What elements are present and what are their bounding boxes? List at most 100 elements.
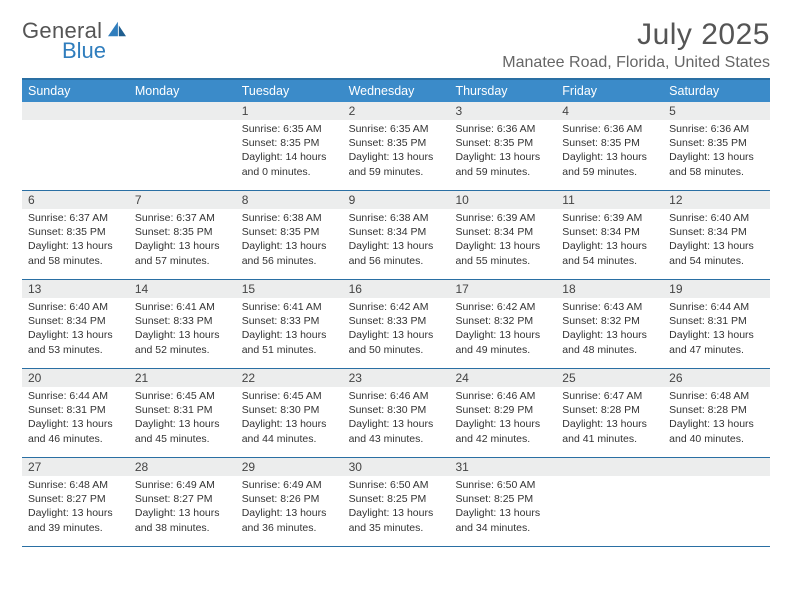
- day-content: Sunrise: 6:39 AMSunset: 8:34 PMDaylight:…: [449, 209, 556, 272]
- day-content: Sunrise: 6:44 AMSunset: 8:31 PMDaylight:…: [663, 298, 770, 361]
- day-content: Sunrise: 6:42 AMSunset: 8:32 PMDaylight:…: [449, 298, 556, 361]
- sunrise-text: Sunrise: 6:48 AM: [669, 389, 764, 403]
- sunset-text: Sunset: 8:25 PM: [455, 492, 550, 506]
- daylight-text: Daylight: 13 hours and 53 minutes.: [28, 328, 123, 356]
- daylight-text: Daylight: 13 hours and 54 minutes.: [562, 239, 657, 267]
- day-cell: 7Sunrise: 6:37 AMSunset: 8:35 PMDaylight…: [129, 191, 236, 279]
- sunrise-text: Sunrise: 6:40 AM: [669, 211, 764, 225]
- day-cell: 1Sunrise: 6:35 AMSunset: 8:35 PMDaylight…: [236, 102, 343, 190]
- sunset-text: Sunset: 8:33 PM: [349, 314, 444, 328]
- sunrise-text: Sunrise: 6:41 AM: [135, 300, 230, 314]
- day-number: 15: [236, 280, 343, 298]
- daylight-text: Daylight: 13 hours and 51 minutes.: [242, 328, 337, 356]
- day-content: Sunrise: 6:36 AMSunset: 8:35 PMDaylight:…: [449, 120, 556, 183]
- day-number: [663, 458, 770, 476]
- day-content: Sunrise: 6:45 AMSunset: 8:30 PMDaylight:…: [236, 387, 343, 450]
- daylight-text: Daylight: 13 hours and 45 minutes.: [135, 417, 230, 445]
- day-number: 6: [22, 191, 129, 209]
- daylight-text: Daylight: 13 hours and 43 minutes.: [349, 417, 444, 445]
- day-number: 8: [236, 191, 343, 209]
- day-content: Sunrise: 6:35 AMSunset: 8:35 PMDaylight:…: [236, 120, 343, 183]
- day-cell: 29Sunrise: 6:49 AMSunset: 8:26 PMDayligh…: [236, 458, 343, 546]
- sunset-text: Sunset: 8:29 PM: [455, 403, 550, 417]
- sunrise-text: Sunrise: 6:41 AM: [242, 300, 337, 314]
- sunset-text: Sunset: 8:35 PM: [562, 136, 657, 150]
- day-number: 7: [129, 191, 236, 209]
- title-block: July 2025 Manatee Road, Florida, United …: [502, 18, 770, 72]
- day-cell: 8Sunrise: 6:38 AMSunset: 8:35 PMDaylight…: [236, 191, 343, 279]
- sunset-text: Sunset: 8:31 PM: [669, 314, 764, 328]
- day-content: Sunrise: 6:40 AMSunset: 8:34 PMDaylight:…: [663, 209, 770, 272]
- daylight-text: Daylight: 13 hours and 49 minutes.: [455, 328, 550, 356]
- day-number: 9: [343, 191, 450, 209]
- day-cell: 30Sunrise: 6:50 AMSunset: 8:25 PMDayligh…: [343, 458, 450, 546]
- daylight-text: Daylight: 13 hours and 59 minutes.: [349, 150, 444, 178]
- sunset-text: Sunset: 8:35 PM: [242, 225, 337, 239]
- day-cell: 11 Sunrise: 6:39 AMSunset: 8:34 PMDayligh…: [556, 191, 663, 279]
- daylight-text: Daylight: 13 hours and 34 minutes.: [455, 506, 550, 534]
- day-number: 1: [236, 102, 343, 120]
- day-cell: 2Sunrise: 6:35 AMSunset: 8:35 PMDaylight…: [343, 102, 450, 190]
- sunset-text: Sunset: 8:28 PM: [562, 403, 657, 417]
- day-content: Sunrise: 6:36 AMSunset: 8:35 PMDaylight:…: [663, 120, 770, 183]
- daylight-text: Daylight: 13 hours and 56 minutes.: [349, 239, 444, 267]
- day-cell: 13 Sunrise: 6:40 AMSunset: 8:34 PMDayligh…: [22, 280, 129, 368]
- sunrise-text: Sunrise: 6:35 AM: [349, 122, 444, 136]
- day-number: [556, 458, 663, 476]
- daylight-text: Daylight: 13 hours and 39 minutes.: [28, 506, 123, 534]
- sunset-text: Sunset: 8:32 PM: [562, 314, 657, 328]
- day-cell: 18Sunrise: 6:43 AMSunset: 8:32 PMDayligh…: [556, 280, 663, 368]
- sunset-text: Sunset: 8:34 PM: [669, 225, 764, 239]
- weeks-container: 1Sunrise: 6:35 AMSunset: 8:35 PMDaylight…: [22, 102, 770, 547]
- day-content: Sunrise: 6:48 AMSunset: 8:28 PMDaylight:…: [663, 387, 770, 450]
- day-cell: 19Sunrise: 6:44 AMSunset: 8:31 PMDayligh…: [663, 280, 770, 368]
- week-row: 20Sunrise: 6:44 AMSunset: 8:31 PMDayligh…: [22, 368, 770, 457]
- sunrise-text: Sunrise: 6:50 AM: [455, 478, 550, 492]
- day-number: 24: [449, 369, 556, 387]
- day-number: 11: [556, 191, 663, 209]
- sunrise-text: Sunrise: 6:44 AM: [669, 300, 764, 314]
- sunset-text: Sunset: 8:25 PM: [349, 492, 444, 506]
- day-cell: 12Sunrise: 6:40 AMSunset: 8:34 PMDayligh…: [663, 191, 770, 279]
- day-number: 30: [343, 458, 450, 476]
- day-number: 22: [236, 369, 343, 387]
- day-content: Sunrise: 6:44 AMSunset: 8:31 PMDaylight:…: [22, 387, 129, 450]
- sunset-text: Sunset: 8:34 PM: [455, 225, 550, 239]
- day-number: 28: [129, 458, 236, 476]
- sunset-text: Sunset: 8:34 PM: [28, 314, 123, 328]
- day-number: 16: [343, 280, 450, 298]
- day-content: Sunrise: 6:37 AMSunset: 8:35 PMDaylight:…: [129, 209, 236, 272]
- sunrise-text: Sunrise: 6:36 AM: [455, 122, 550, 136]
- day-number: 2: [343, 102, 450, 120]
- sunrise-text: Sunrise: 6:42 AM: [455, 300, 550, 314]
- sunrise-text: Sunrise: 6:43 AM: [562, 300, 657, 314]
- header: General Blue July 2025 Manatee Road, Flo…: [22, 18, 770, 72]
- sunrise-text: Sunrise: 6:40 AM: [28, 300, 123, 314]
- sunrise-text: Sunrise: 6:37 AM: [135, 211, 230, 225]
- sunset-text: Sunset: 8:35 PM: [242, 136, 337, 150]
- sunrise-text: Sunrise: 6:45 AM: [135, 389, 230, 403]
- day-number: 13: [22, 280, 129, 298]
- daylight-text: Daylight: 13 hours and 35 minutes.: [349, 506, 444, 534]
- day-number: [22, 102, 129, 120]
- day-content: Sunrise: 6:49 AMSunset: 8:27 PMDaylight:…: [129, 476, 236, 539]
- day-cell: 17Sunrise: 6:42 AMSunset: 8:32 PMDayligh…: [449, 280, 556, 368]
- day-number: 19: [663, 280, 770, 298]
- sunset-text: Sunset: 8:35 PM: [669, 136, 764, 150]
- sunrise-text: Sunrise: 6:39 AM: [455, 211, 550, 225]
- sunrise-text: Sunrise: 6:39 AM: [562, 211, 657, 225]
- sunset-text: Sunset: 8:34 PM: [562, 225, 657, 239]
- week-row: 13Sunrise: 6:40 AMSunset: 8:34 PMDayligh…: [22, 279, 770, 368]
- sunrise-text: Sunrise: 6:49 AM: [135, 478, 230, 492]
- sunset-text: Sunset: 8:26 PM: [242, 492, 337, 506]
- day-cell: 27Sunrise: 6:48 AMSunset: 8:27 PMDayligh…: [22, 458, 129, 546]
- daylight-text: Daylight: 14 hours and 0 minutes.: [242, 150, 337, 178]
- day-content: Sunrise: 6:45 AMSunset: 8:31 PMDaylight:…: [129, 387, 236, 450]
- sunrise-text: Sunrise: 6:38 AM: [349, 211, 444, 225]
- day-content: Sunrise: 6:43 AMSunset: 8:32 PMDaylight:…: [556, 298, 663, 361]
- daylight-text: Daylight: 13 hours and 44 minutes.: [242, 417, 337, 445]
- daylight-text: Daylight: 13 hours and 52 minutes.: [135, 328, 230, 356]
- day-content: Sunrise: 6:46 AMSunset: 8:30 PMDaylight:…: [343, 387, 450, 450]
- daylight-text: Daylight: 13 hours and 59 minutes.: [562, 150, 657, 178]
- day-cell: [663, 458, 770, 546]
